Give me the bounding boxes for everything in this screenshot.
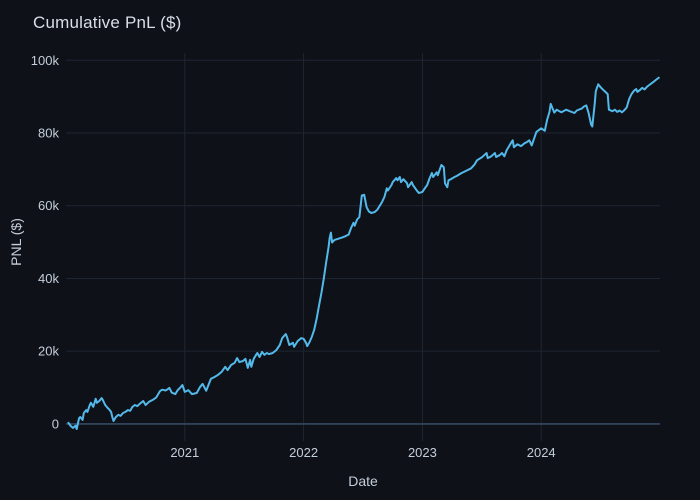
y-tick-label: 60k: [38, 198, 59, 213]
y-tick-label: 100k: [31, 53, 60, 68]
y-tick-label: 20k: [38, 344, 59, 359]
pnl-series-line: [67, 76, 660, 430]
y-tick-label: 40k: [38, 271, 59, 286]
x-tick-label: 2023: [408, 445, 437, 460]
y-tick-label: 0: [52, 416, 59, 431]
x-axis-title: Date: [348, 473, 378, 489]
x-tick-label: 2021: [170, 445, 199, 460]
x-tick-label: 2024: [527, 445, 556, 460]
chart-title: Cumulative PnL ($): [33, 13, 182, 32]
y-tick-label: 80k: [38, 126, 59, 141]
x-tick-label: 2022: [289, 445, 318, 460]
